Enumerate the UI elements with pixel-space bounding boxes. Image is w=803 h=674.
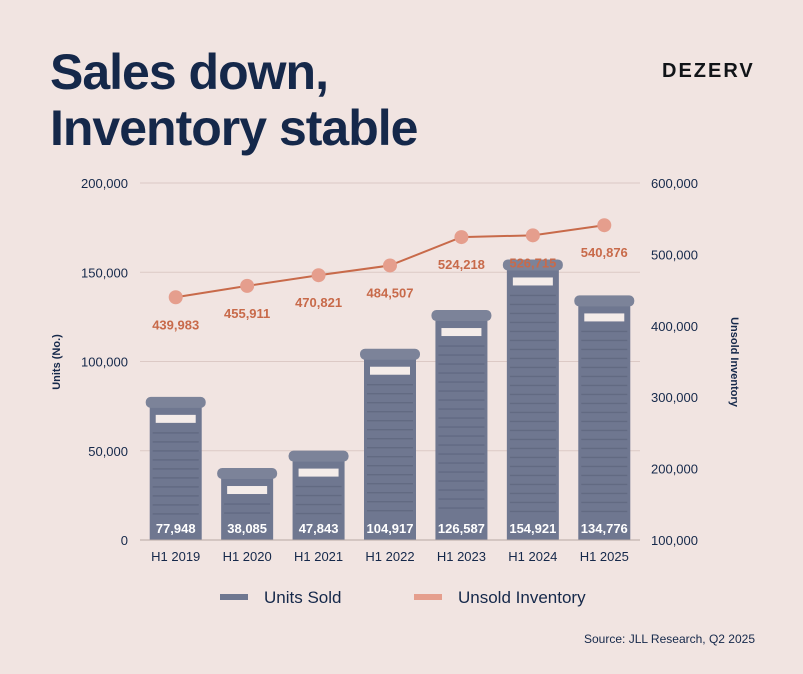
- bar-value-label: 104,917: [367, 521, 414, 536]
- bar-cap: [360, 348, 420, 360]
- bar-value-label: 77,948: [156, 521, 196, 536]
- y2-tick-label: 100,000: [651, 533, 698, 548]
- y-axis-label: Units (No.): [51, 334, 63, 390]
- bar-window: [298, 468, 339, 477]
- bar-value-label: 38,085: [227, 521, 267, 536]
- bar-value-label: 47,843: [299, 521, 339, 536]
- line-value-label: 526,715: [509, 255, 556, 270]
- bar-window: [584, 313, 625, 322]
- line-value-label: 455,911: [224, 306, 270, 321]
- x-tick-label: H1 2025: [580, 549, 629, 564]
- y-tick-label: 50,000: [88, 444, 128, 459]
- y-tick-label: 100,000: [81, 355, 128, 370]
- bar-window: [227, 486, 268, 495]
- line-point: [383, 258, 397, 273]
- source-note: Source: JLL Research, Q2 2025: [584, 632, 755, 646]
- line-point: [525, 228, 540, 243]
- bar-value-label: 154,921: [509, 521, 556, 536]
- x-tick-label: H1 2023: [437, 549, 486, 564]
- bar-window: [441, 328, 482, 337]
- y2-axis-label: Unsold Inventory: [728, 317, 740, 408]
- bar-cap: [431, 310, 492, 322]
- x-tick-label: H1 2019: [151, 549, 200, 564]
- line-value-label: 524,218: [438, 257, 485, 272]
- x-tick-label: H1 2024: [508, 549, 557, 564]
- bar-cap: [574, 295, 635, 307]
- bar: [435, 318, 488, 540]
- bar-cap: [288, 450, 349, 462]
- line-point: [454, 230, 469, 245]
- title-line-1: Sales down,: [50, 44, 329, 100]
- bar-value-label: 126,587: [438, 521, 485, 536]
- x-tick-label: H1 2022: [365, 549, 414, 564]
- bar-window: [370, 366, 410, 375]
- line-value-label: 470,821: [295, 295, 342, 310]
- bar: [149, 404, 202, 540]
- line-point: [168, 290, 183, 305]
- bar-cap: [217, 468, 278, 480]
- bar-window: [155, 414, 196, 423]
- bar-window: [512, 277, 553, 286]
- line-point: [311, 268, 326, 283]
- y2-tick-label: 200,000: [651, 462, 698, 477]
- legend-label-unsold-inventory: Unsold Inventory: [458, 588, 586, 607]
- brand-logo: DEZERV: [662, 60, 755, 82]
- chart-title: Sales down, Inventory stable: [50, 44, 418, 156]
- x-tick-label: H1 2021: [294, 549, 343, 564]
- line-point: [597, 218, 612, 233]
- bar-value-label: 134,776: [581, 521, 628, 536]
- legend-label-units-sold: Units Sold: [264, 588, 341, 607]
- bar-cap: [502, 259, 563, 271]
- bar-cap: [145, 396, 206, 408]
- line-value-label: 439,983: [152, 317, 199, 332]
- legend-swatch-unsold-inventory: [414, 594, 442, 600]
- title-line-2: Inventory stable: [50, 100, 418, 156]
- y2-tick-label: 500,000: [651, 247, 698, 262]
- y2-tick-label: 300,000: [651, 390, 698, 405]
- y-tick-label: 200,000: [81, 176, 128, 191]
- legend-swatch-units-sold: [220, 594, 248, 600]
- line-value-label: 484,507: [367, 285, 414, 300]
- y-tick-label: 0: [121, 533, 128, 548]
- y-tick-label: 150,000: [81, 265, 128, 280]
- y2-tick-label: 600,000: [651, 176, 698, 191]
- line-value-label: 540,876: [581, 245, 628, 260]
- x-tick-label: H1 2020: [223, 549, 272, 564]
- y2-tick-label: 400,000: [651, 319, 698, 334]
- line-point: [240, 278, 255, 293]
